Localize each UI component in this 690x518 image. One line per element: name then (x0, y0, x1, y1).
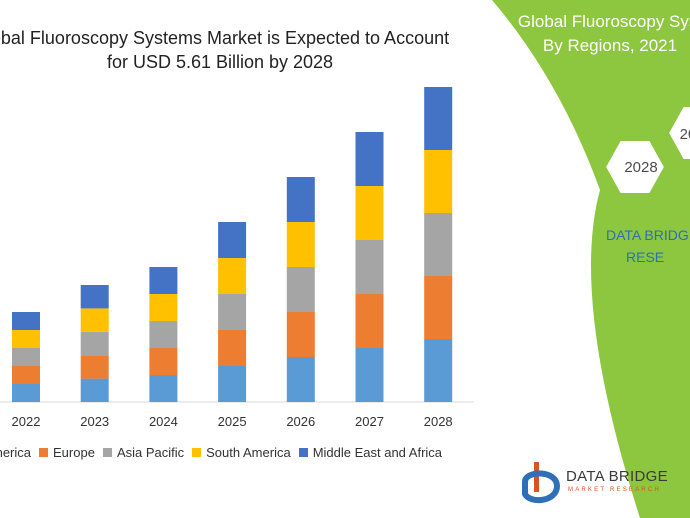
x-tick-label-2028: 2028 (424, 414, 453, 429)
bar-segment-2023-asia-pacific (80, 331, 109, 356)
green-panel-background (492, 0, 690, 518)
bar-segment-2022-north-america (12, 384, 40, 402)
bar-segment-2024-north-america (149, 375, 178, 402)
bar-segment-2023-north-america (80, 378, 109, 402)
panel-brand-text: DATA BRIDG RESE (606, 224, 689, 268)
title-line-1: obal Fluoroscopy Systems Market is Expec… (0, 28, 450, 48)
bar-segment-2025-europe (218, 330, 247, 366)
hexagon-2028-label: 2028 (624, 159, 657, 176)
bar-segment-2026-south-america (286, 222, 315, 267)
bar-segment-2025-middle-east-and-africa (218, 222, 247, 258)
hexagon-2028 (603, 139, 667, 195)
panel-brand-line-1: DATA BRIDG (606, 227, 689, 243)
bar-segment-2023-middle-east-and-africa (80, 285, 109, 309)
bar-segment-2027-middle-east-and-africa (355, 132, 384, 186)
hexagon-2021 (666, 105, 690, 161)
bar-segment-2028-europe (424, 276, 453, 339)
data-bridge-logo-icon (522, 462, 561, 504)
bar-segment-2026-middle-east-and-africa (286, 177, 315, 222)
x-tick-label-2022: 2022 (12, 414, 41, 429)
bar-segment-2028-asia-pacific (424, 213, 453, 276)
legend-swatch-asia-pacific (102, 447, 112, 457)
legend-swatch-europe (39, 447, 49, 457)
x-tick-label-2026: 2026 (286, 414, 315, 429)
bar-segment-2027-asia-pacific (355, 240, 384, 294)
bar-segment-2027-north-america (355, 348, 384, 402)
bar-segment-2026-europe (286, 312, 315, 357)
legend-item-asia-pacific: Asia Pacific (102, 444, 185, 460)
logo-name: DATA BRIDGE (566, 468, 668, 485)
bar-segment-2024-south-america (149, 294, 178, 321)
bar-segment-2025-asia-pacific (218, 294, 247, 330)
panel-title-line-2: By Regions, 2021 (542, 36, 678, 55)
bar-segment-2025-north-america (218, 366, 247, 402)
panel-brand-line-2: RESE (626, 249, 665, 265)
bar-segment-2022-asia-pacific (12, 348, 40, 366)
logo-bowl (522, 470, 561, 504)
legend-label-south-america: South America (206, 444, 291, 460)
bar-segment-2024-europe (149, 348, 178, 375)
chart-title: obal Fluoroscopy Systems Market is Expec… (0, 26, 500, 74)
panel-title-line-1: Global Fluoroscopy Syst (517, 12, 690, 31)
logo-subtitle: MARKET RESEARCH (568, 487, 661, 493)
panel-title: Global Fluoroscopy Syst By Regions, 2021 (495, 10, 690, 58)
logo-stem (534, 462, 539, 492)
legend-label-europe: Europe (53, 444, 95, 460)
legend-swatch-middle-east-africa (298, 447, 308, 457)
legend-item-south-america: South America (192, 445, 291, 460)
bar-segment-2028-south-america (424, 150, 453, 213)
bar-segment-2026-asia-pacific (286, 267, 315, 312)
bar-segment-2025-south-america (218, 258, 247, 294)
bar-segment-2022-middle-east-and-africa (12, 312, 40, 330)
x-tick-label-2023: 2023 (80, 414, 109, 429)
bar-segment-2024-middle-east-and-africa (149, 267, 178, 294)
bar-segment-2028-middle-east-and-africa (424, 87, 453, 150)
stacked-bar-chart: 2022 2023 2024 2025 2026 2027 2028 (0, 87, 474, 429)
bar-segment-2027-south-america (355, 186, 384, 240)
legend-swatch-south-america (192, 447, 202, 457)
bar-segment-2022-south-america (12, 330, 40, 348)
bar-segment-2027-europe (355, 294, 384, 348)
x-tick-label-2025: 2025 (218, 414, 247, 429)
legend-label-asia-pacific: Asia Pacific (116, 444, 185, 460)
x-tick-label-2024: 2024 (149, 414, 178, 429)
bar-segment-2022-europe (12, 366, 40, 384)
legend-item-middle-east-africa: Middle East and Africa (298, 444, 443, 460)
title-line-2: for USD 5.61 Billion by 2028 (106, 52, 334, 72)
chart-legend: merica Europe Asia Pacific South America… (0, 442, 450, 462)
legend-label-north-america: merica (0, 444, 32, 460)
legend-item-north-america: merica (0, 445, 31, 460)
hexagon-2021-label: 20 (680, 126, 690, 143)
legend-label-middle-east-africa: Middle East and Africa (312, 444, 443, 460)
x-tick-label-2027: 2027 (355, 414, 384, 429)
bar-segment-2023-europe (80, 355, 109, 379)
bar-segment-2026-north-america (286, 357, 315, 402)
bar-segment-2028-north-america (424, 339, 453, 402)
bar-segment-2023-south-america (80, 308, 109, 332)
bar-segment-2024-asia-pacific (149, 321, 178, 348)
legend-item-europe: Europe (39, 445, 95, 460)
